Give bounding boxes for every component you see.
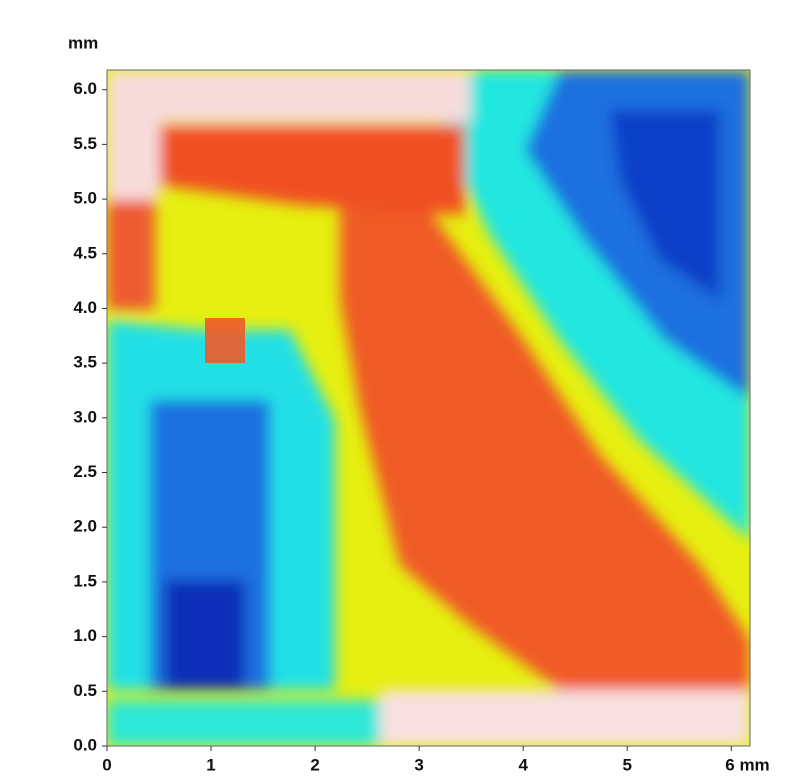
x-tick-label: 6 mm: [725, 755, 769, 774]
y-tick-label: 1.0: [73, 626, 97, 645]
y-tick-label: 5.5: [73, 134, 97, 153]
y-tick-label: 6.0: [73, 79, 97, 98]
y-tick-label: 2.5: [73, 462, 97, 481]
y-tick-label: 4.5: [73, 243, 97, 262]
y-tick-label: 0.5: [73, 681, 97, 700]
y-tick-label: 2.0: [73, 517, 97, 536]
x-tick-label: 0: [102, 755, 111, 774]
x-tick-label: 1: [206, 755, 215, 774]
height-map: [107, 70, 750, 746]
y-tick-label: 4.0: [73, 298, 97, 317]
y-axis-label: mm: [68, 33, 98, 52]
y-tick-label: 5.0: [73, 189, 97, 208]
y-tick-label: 0.0: [73, 735, 97, 754]
x-tick-label: 2: [310, 755, 319, 774]
y-tick-label: 3.0: [73, 407, 97, 426]
x-tick-label: 3: [414, 755, 423, 774]
y-tick-label: 1.5: [73, 571, 97, 590]
x-tick-label: 5: [622, 755, 631, 774]
x-tick-label: 4: [518, 755, 528, 774]
y-tick-label: 3.5: [73, 353, 97, 372]
